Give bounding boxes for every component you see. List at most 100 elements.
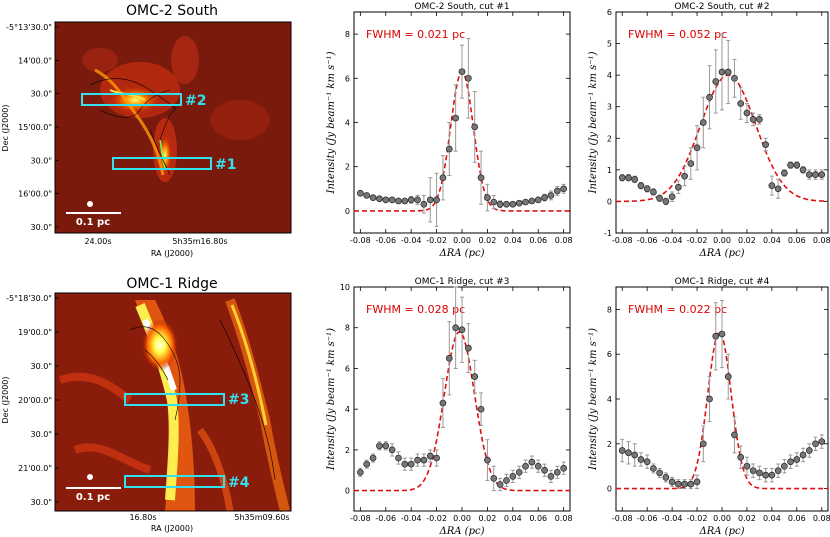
x-tick-label: 0.08 <box>813 514 830 523</box>
data-point <box>363 192 371 199</box>
data-point <box>675 480 682 488</box>
data-point <box>718 330 726 338</box>
data-point <box>768 182 776 189</box>
data-point <box>433 454 440 462</box>
gaussian-fit-line <box>354 331 570 492</box>
map-ytick: -5°18'30.0" <box>6 294 52 303</box>
data-point <box>515 468 523 476</box>
map-yticks: -5°13'30.0" 14'00.0" 30.0" 15'00.0" 30.0" 16'… <box>6 23 59 232</box>
x-tick-label: -0.04 <box>662 514 683 523</box>
x-tick-label: 0.08 <box>555 236 573 245</box>
data-point <box>522 198 529 206</box>
map-xtick: 16.80s <box>129 513 156 522</box>
data-point <box>731 431 738 439</box>
y-tick-label: 8 <box>345 30 350 39</box>
cut-box-3 <box>124 393 225 406</box>
data-point <box>631 175 639 183</box>
data-point <box>662 198 670 205</box>
y-tick-label: 2 <box>607 134 612 143</box>
data-point <box>762 141 769 148</box>
data-point <box>787 161 794 169</box>
x-tick-label: 0.04 <box>504 514 522 523</box>
data-point <box>515 199 523 207</box>
map-ytick: 21'00.0" <box>18 464 52 473</box>
data-point <box>781 169 788 177</box>
data-point <box>774 467 782 475</box>
data-point <box>395 454 402 462</box>
data-point <box>706 93 713 101</box>
data-point <box>433 196 440 204</box>
x-tick-label: -0.04 <box>401 236 422 245</box>
data-point <box>724 373 732 380</box>
map-ylabel: Dec (J2000) <box>1 105 10 152</box>
map-omc1-ridge: OMC-1 Ridge #3 #4 0.1 pc -5°18'30.0" 19'0… <box>1 276 292 533</box>
map-ytick: 14'00.0" <box>18 56 52 65</box>
data-point <box>465 74 472 82</box>
data-point <box>458 68 466 76</box>
data-point <box>547 473 555 480</box>
y-tick-label: 4 <box>607 395 612 404</box>
data-point <box>477 405 485 413</box>
cut-box-2 <box>81 93 182 106</box>
data-point <box>643 458 651 466</box>
beam-marker <box>87 201 93 207</box>
x-tick-label: -0.02 <box>687 236 708 245</box>
data-point <box>656 194 663 202</box>
data-point <box>414 456 421 464</box>
data-point <box>509 473 517 480</box>
cut-box-1 <box>112 157 212 170</box>
data-point <box>357 189 364 197</box>
data-point <box>668 478 676 486</box>
x-axis-label: ΔRA (pc) <box>439 526 485 537</box>
data-point <box>553 187 561 195</box>
map-xtick: 24.00s <box>84 237 111 246</box>
y-tick-label: 6 <box>607 8 612 17</box>
data-point <box>787 458 794 466</box>
x-tick-label: -0.06 <box>375 236 396 245</box>
data-point <box>656 469 663 477</box>
data-point <box>650 188 657 196</box>
data-point <box>812 171 819 178</box>
map-omc2-south: OMC-2 South #2 #1 0.1 pc -5°13'30.0" 14'0… <box>1 3 292 258</box>
y-tick-label: 8 <box>345 324 350 333</box>
x-tick-label: 0.00 <box>713 514 731 523</box>
data-point <box>439 399 447 407</box>
cut-label-2: #2 <box>185 93 206 109</box>
map-ytick: 30.0" <box>31 498 53 507</box>
x-tick-label: -0.08 <box>350 514 371 523</box>
y-tick-label: 6 <box>345 364 350 373</box>
data-point <box>541 466 548 474</box>
beam-marker <box>87 474 93 480</box>
data-point <box>625 174 632 182</box>
data-point <box>376 195 383 203</box>
scalebar-label: 0.1 pc <box>76 492 110 503</box>
x-tick-label: 0.02 <box>479 236 497 245</box>
data-point <box>471 373 479 380</box>
data-point <box>693 144 701 152</box>
x-tick-label: -0.04 <box>662 236 683 245</box>
y-axis-label: Intensity (Jy beam⁻¹ km s⁻¹) <box>326 328 337 471</box>
map-ytick: 19'00.0" <box>18 328 52 337</box>
data-point <box>452 114 459 122</box>
y-tick-label: 0 <box>607 197 612 206</box>
fwhm-label: FWHM = 0.028 pc <box>366 303 465 316</box>
chart-title: OMC-2 South, cut #1 <box>414 2 509 12</box>
data-point <box>768 471 776 479</box>
fwhm-label: FWHM = 0.052 pc <box>628 28 727 41</box>
data-point <box>749 115 757 123</box>
cut-label-4: #4 <box>228 475 250 491</box>
data-point <box>503 200 510 208</box>
data-point <box>439 174 447 182</box>
data-point <box>503 477 510 484</box>
data-point <box>718 68 726 76</box>
x-tick-label: -0.04 <box>401 514 422 523</box>
data-point <box>812 440 819 448</box>
data-point <box>401 460 409 468</box>
x-tick-label: 0.00 <box>453 514 471 523</box>
data-point <box>363 460 371 468</box>
data-point <box>799 451 807 459</box>
data-point <box>407 196 415 204</box>
data-point <box>490 198 498 206</box>
chart-title: OMC-1 Ridge, cut #4 <box>675 277 770 287</box>
